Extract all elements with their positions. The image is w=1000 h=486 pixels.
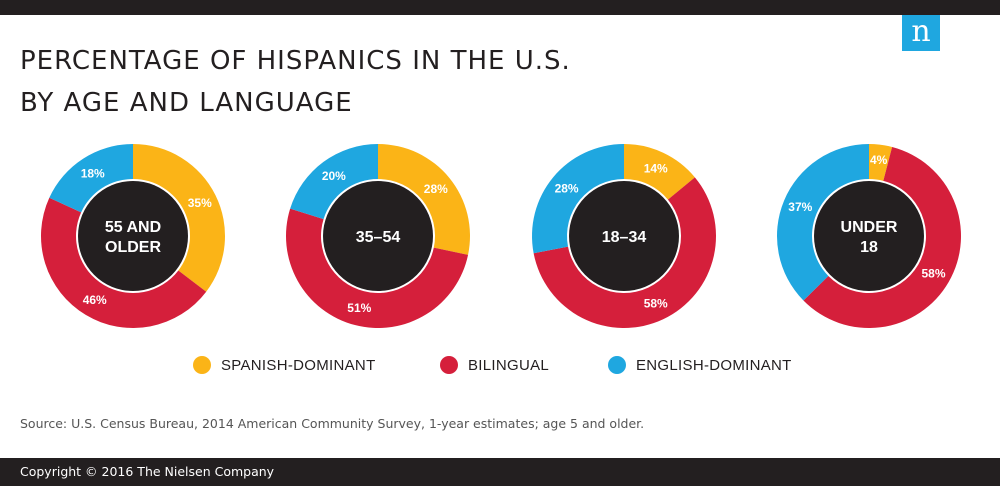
donut-chart-3: 14% 58% 28% 18–34 — [532, 144, 717, 328]
donut-center-label: 18–34 — [602, 229, 647, 246]
data-label-bilingual: 46% — [83, 293, 107, 307]
data-label-english-dominant: 37% — [788, 200, 812, 214]
donut-segment-spanish-dominant — [133, 144, 226, 292]
data-label-english-dominant: 20% — [322, 169, 346, 183]
legend-label-bilingual: BILINGUAL — [468, 356, 550, 374]
donut-charts: 35% 46% 18% 55 AND OLDER 28% 51% 20% 35–54 14% 58%… — [41, 144, 961, 328]
footer-bar: Copyright © 2016 The Nielsen Company — [0, 458, 1000, 486]
data-label-bilingual: 51% — [347, 301, 371, 315]
donut-center-label: 55 AND — [105, 219, 161, 236]
chart-title-line-1: PERCENTAGE OF HISPANICS IN THE U.S. — [20, 46, 571, 76]
legend-swatch-bilingual — [440, 356, 458, 374]
data-label-english-dominant: 28% — [555, 182, 579, 196]
donut-segment-spanish-dominant — [869, 144, 893, 181]
donut-chart-1: 35% 46% 18% 55 AND OLDER — [41, 144, 226, 328]
legend-label-spanish-dominant: SPANISH-DOMINANT — [221, 356, 376, 374]
legend-swatch-spanish-dominant — [193, 356, 211, 374]
legend-item-english-dominant: ENGLISH-DOMINANT — [608, 350, 792, 380]
source-note: Source: U.S. Census Bureau, 2014 America… — [20, 416, 645, 431]
donut-segment-bilingual — [803, 146, 961, 328]
donut-chart-4: 4% 58% 37% UNDER 18 — [777, 144, 961, 328]
nielsen-logo-icon: n — [902, 15, 940, 51]
data-label-bilingual: 58% — [922, 266, 946, 280]
chart-title-line-2: BY AGE AND LANGUAGE — [20, 88, 353, 118]
donut-center — [814, 181, 924, 291]
donut-segment-bilingual — [533, 177, 717, 328]
legend-label-english-dominant: ENGLISH-DOMINANT — [636, 356, 792, 374]
copyright-text: Copyright © 2016 The Nielsen Company — [20, 464, 275, 479]
data-label-spanish-dominant: 4% — [870, 153, 888, 167]
legend-swatch-english-dominant — [608, 356, 626, 374]
data-label-spanish-dominant: 14% — [644, 162, 668, 176]
donut-center-label: OLDER — [105, 239, 161, 256]
legend: SPANISH-DOMINANT BILINGUAL ENGLISH-DOMIN… — [0, 350, 1000, 380]
donut-center-label: 35–54 — [356, 229, 401, 246]
donut-center — [78, 181, 188, 291]
donut-segment-english-dominant — [49, 144, 133, 213]
donut-segment-english-dominant — [532, 144, 624, 254]
legend-item-spanish-dominant: SPANISH-DOMINANT — [193, 350, 376, 380]
donut-segment-spanish-dominant — [378, 144, 471, 255]
donut-segment-bilingual — [41, 197, 207, 328]
donut-center — [323, 181, 433, 291]
legend-item-bilingual: BILINGUAL — [440, 350, 549, 380]
donut-segment-spanish-dominant — [624, 144, 695, 200]
donut-segment-bilingual — [286, 208, 469, 328]
donut-center — [569, 181, 679, 291]
data-label-english-dominant: 18% — [81, 166, 105, 180]
donut-center-label: 18 — [860, 239, 878, 256]
data-label-spanish-dominant: 35% — [188, 196, 212, 210]
chart-title: PERCENTAGE OF HISPANICS IN THE U.S. BY A… — [20, 40, 571, 124]
donut-center-label: UNDER — [841, 219, 898, 236]
donut-chart-2: 28% 51% 20% 35–54 — [286, 144, 471, 328]
data-label-bilingual: 58% — [644, 296, 668, 310]
top-bar — [0, 0, 1000, 15]
data-label-spanish-dominant: 28% — [424, 182, 448, 196]
donut-segment-english-dominant — [777, 144, 869, 301]
donut-segment-english-dominant — [290, 144, 378, 220]
